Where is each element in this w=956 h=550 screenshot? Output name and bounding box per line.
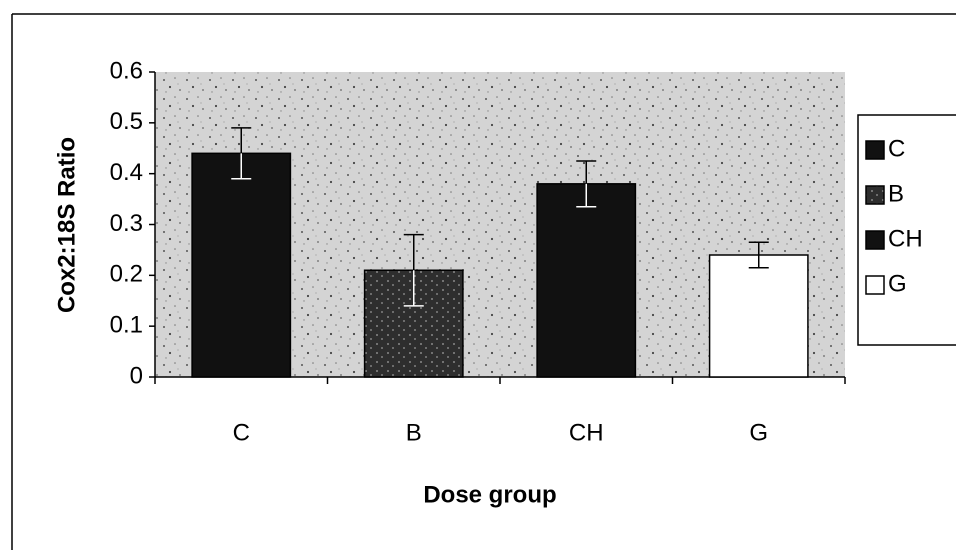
- y-tick-label: 0: [130, 362, 143, 389]
- legend-swatch: [865, 185, 885, 205]
- x-tick-label: C: [233, 419, 250, 446]
- x-tick-label: CH: [569, 419, 604, 446]
- bar: [536, 183, 637, 378]
- x-tick-label: G: [749, 419, 768, 446]
- legend-label: B: [888, 180, 904, 207]
- y-tick-label: 0.4: [110, 159, 143, 186]
- legend-label: CH: [888, 225, 923, 252]
- bar: [191, 152, 292, 378]
- legend-swatch: [865, 275, 885, 295]
- y-tick-label: 0.3: [110, 210, 143, 237]
- y-axis-title: Cox2:18S Ratio: [53, 137, 80, 313]
- x-axis-title: Dose group: [423, 481, 556, 508]
- legend-label: G: [888, 270, 907, 297]
- legend-swatch: [865, 140, 885, 160]
- y-tick-label: 0.5: [110, 108, 143, 135]
- legend-swatch: [865, 230, 885, 250]
- y-tick-label: 0.1: [110, 312, 143, 339]
- y-tick-label: 0.2: [110, 261, 143, 288]
- y-tick-label: 0.6: [110, 57, 143, 84]
- bar: [708, 254, 809, 378]
- legend-label: C: [888, 135, 905, 162]
- x-tick-label: B: [406, 419, 422, 446]
